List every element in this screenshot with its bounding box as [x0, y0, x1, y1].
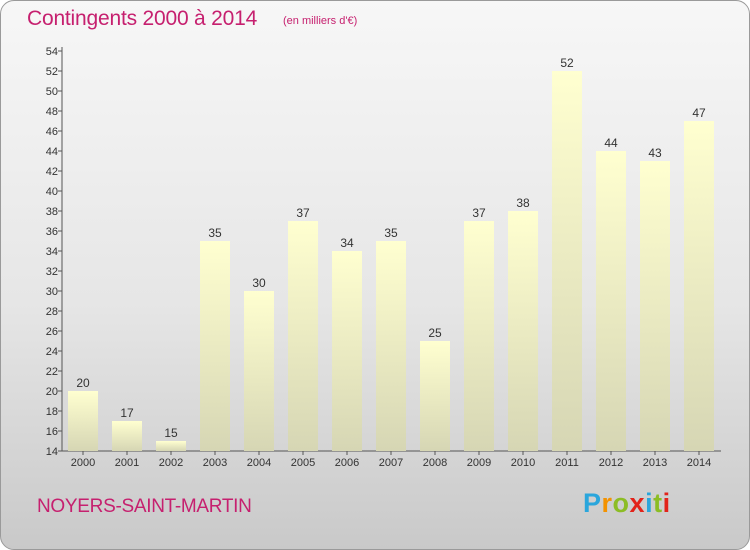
- y-tick-label: 40: [46, 186, 58, 198]
- bar-2009: [464, 221, 494, 451]
- bar-2007: [376, 241, 406, 451]
- y-tick-label: 52: [46, 66, 58, 78]
- logo-letter: i: [662, 488, 671, 518]
- y-tick-label: 48: [46, 106, 58, 118]
- y-tick-label: 44: [46, 146, 58, 158]
- bar-2014: [684, 121, 714, 451]
- bar-2004: [244, 291, 274, 451]
- y-tick-label: 22: [46, 366, 58, 378]
- logo-letter: i: [645, 488, 654, 518]
- bar-value-label: 30: [252, 276, 266, 290]
- bar-value-label: 35: [384, 226, 398, 240]
- bar-value-label: 47: [692, 106, 706, 120]
- y-tick-label: 30: [46, 286, 58, 298]
- y-tick-label: 26: [46, 326, 58, 338]
- x-tick-label: 2007: [379, 457, 403, 469]
- y-tick-label: 36: [46, 226, 58, 238]
- chart-title: Contingents 2000 à 2014: [27, 7, 258, 30]
- bar-2006: [332, 251, 362, 451]
- commune-name: NOYERS-SAINT-MARTIN: [37, 496, 252, 517]
- logo-letter: x: [629, 488, 646, 518]
- x-tick-label: 2006: [335, 457, 359, 469]
- bar-2003: [200, 241, 230, 451]
- bar-2002: [156, 441, 186, 451]
- bar-value-label: 15: [164, 426, 178, 440]
- bar-2010: [508, 211, 538, 451]
- y-tick-label: 46: [46, 126, 58, 138]
- bar-2011: [552, 71, 582, 451]
- y-tick-label: 14: [46, 446, 58, 458]
- logo-letter: r: [601, 488, 613, 518]
- bar-2013: [640, 161, 670, 451]
- logo-letter: t: [653, 488, 663, 518]
- bar-value-label: 38: [516, 196, 530, 210]
- bars: 20 17 15 35 30 37 34 35 25 37 38 52 44 43 47: [68, 56, 714, 451]
- y-tick-label: 18: [46, 406, 58, 418]
- x-tick-label: 2004: [247, 457, 271, 469]
- x-tick-label: 2009: [467, 457, 491, 469]
- y-tick-label: 38: [46, 206, 58, 218]
- bar-value-label: 44: [604, 136, 618, 150]
- bar-value-label: 20: [76, 376, 90, 390]
- y-tick-label: 24: [46, 346, 58, 358]
- x-tick-label: 2001: [115, 457, 139, 469]
- y-tick-label: 42: [46, 166, 58, 178]
- y-tick-label: 32: [46, 266, 58, 278]
- logo-letter: o: [612, 488, 630, 518]
- bar-value-label: 25: [428, 326, 442, 340]
- y-tick-label: 16: [46, 426, 58, 438]
- bar-2012: [596, 151, 626, 451]
- y-tick-label: 50: [46, 86, 58, 98]
- x-tick-label: 2014: [687, 457, 711, 469]
- y-tick-label: 28: [46, 306, 58, 318]
- x-tick-label: 2008: [423, 457, 447, 469]
- x-tick-label: 2011: [555, 457, 579, 469]
- x-tick-label: 2010: [511, 457, 535, 469]
- y-tick-label: 34: [46, 246, 58, 258]
- y-tick-label: 54: [46, 46, 58, 58]
- x-tick-label: 2000: [71, 457, 95, 469]
- x-tick-label: 2012: [599, 457, 623, 469]
- bar-value-label: 34: [340, 236, 354, 250]
- bar-value-label: 35: [208, 226, 222, 240]
- y-tick-label: 20: [46, 386, 58, 398]
- proxiti-logo: Proxiti: [583, 488, 671, 519]
- logo-letter: P: [583, 488, 602, 518]
- x-tick-label: 2013: [643, 457, 667, 469]
- bar-value-label: 37: [472, 206, 486, 220]
- bar-value-label: 43: [648, 146, 662, 160]
- x-tick-label: 2003: [203, 457, 227, 469]
- bar-2005: [288, 221, 318, 451]
- bar-value-label: 37: [296, 206, 310, 220]
- bar-2001: [112, 421, 142, 451]
- bar-2008: [420, 341, 450, 451]
- bar-value-label: 17: [120, 406, 134, 420]
- bar-value-label: 52: [560, 56, 574, 70]
- chart-subtitle: (en milliers d'€): [283, 15, 358, 27]
- x-tick-label: 2005: [291, 457, 315, 469]
- x-tick-label: 2002: [159, 457, 183, 469]
- bar-2000: [68, 391, 98, 451]
